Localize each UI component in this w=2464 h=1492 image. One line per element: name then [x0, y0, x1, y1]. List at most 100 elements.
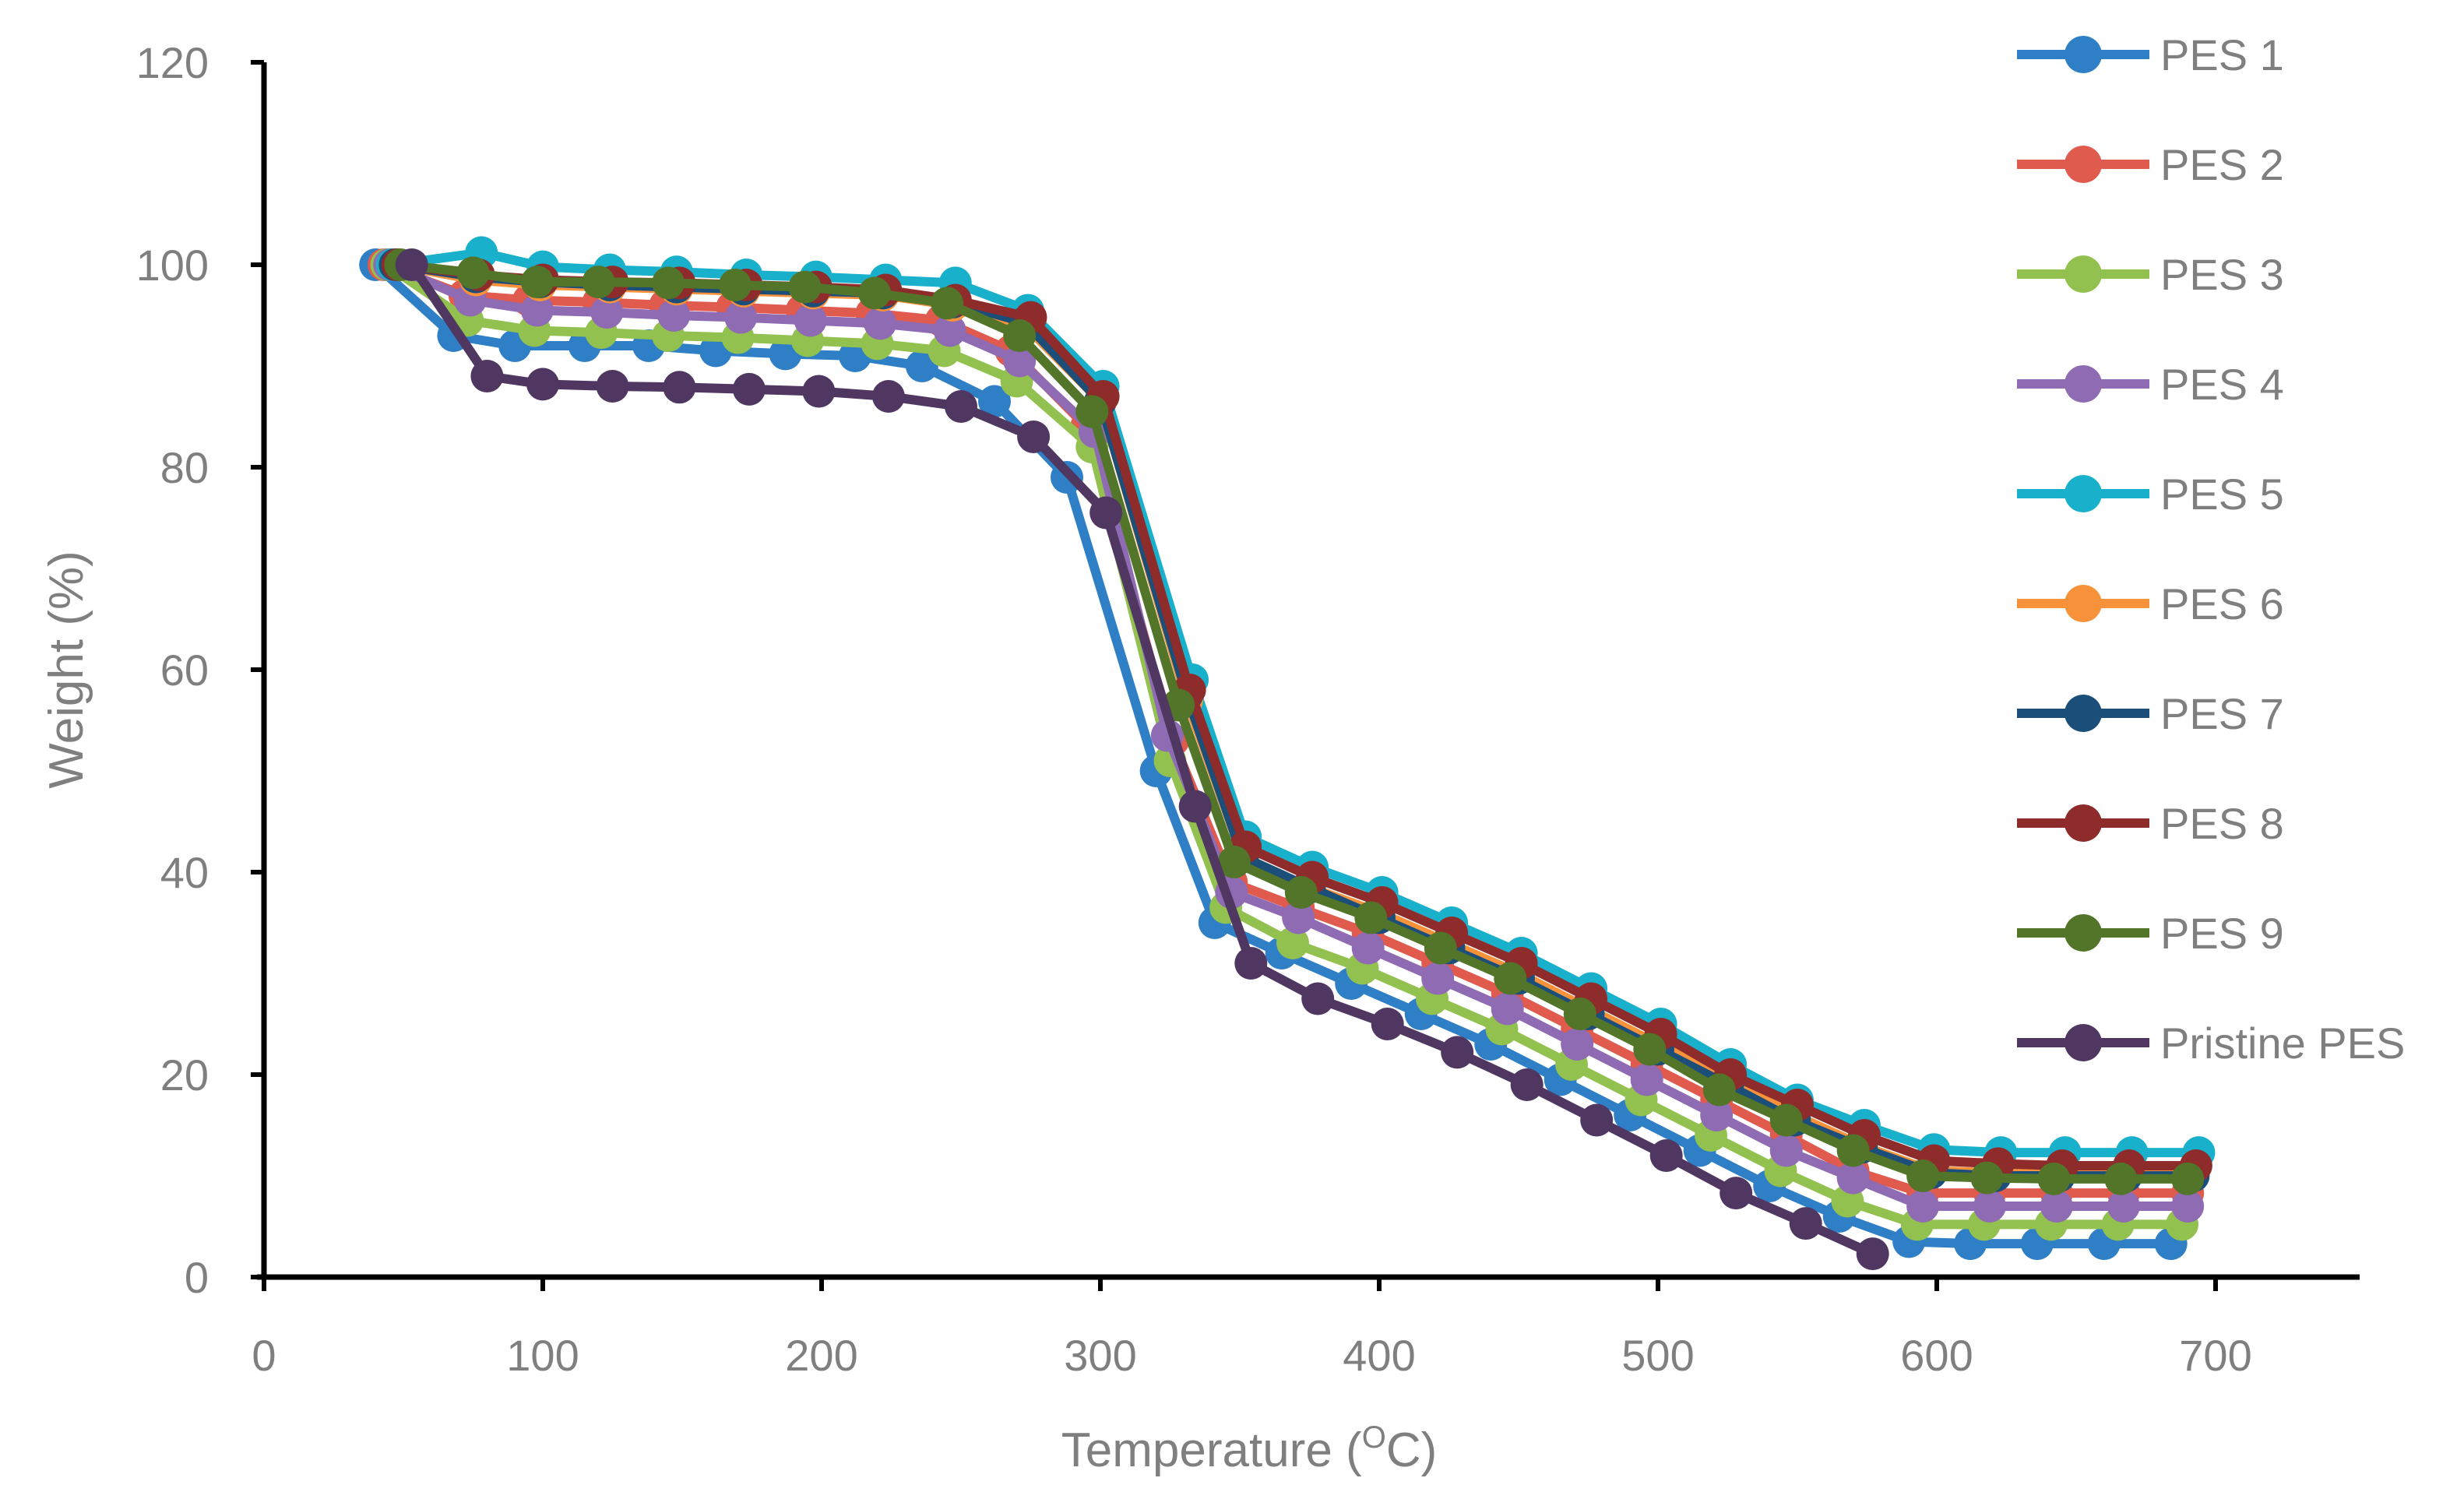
data-point — [1580, 1103, 1614, 1137]
data-point — [1421, 962, 1455, 995]
x-axis-title: Temperature (OC) — [1061, 1420, 1437, 1477]
data-point — [1836, 1134, 1870, 1167]
legend-item: PES 6 — [2017, 579, 2284, 628]
data-point — [1003, 319, 1037, 352]
data-point — [1630, 1063, 1663, 1096]
data-point — [1836, 1161, 1870, 1195]
x-tick-label: 700 — [2179, 1331, 2251, 1380]
data-point — [520, 266, 554, 299]
data-point — [1003, 344, 1037, 378]
legend-swatch-marker — [2064, 914, 2102, 952]
data-point — [1494, 962, 1527, 995]
data-point — [520, 294, 554, 327]
legend-swatch-marker — [2064, 146, 2102, 183]
data-point — [1769, 1103, 1803, 1137]
series-line — [400, 260, 2188, 1184]
data-point — [1217, 846, 1251, 878]
data-point — [1700, 1099, 1734, 1131]
data-point — [1351, 931, 1385, 965]
data-point — [945, 390, 977, 423]
series-pes-1 — [359, 248, 2188, 1261]
series-line — [382, 260, 2188, 1198]
data-point — [1424, 931, 1457, 965]
legend-swatch-marker — [2064, 36, 2102, 73]
x-tick-label: 600 — [1900, 1331, 1973, 1380]
x-tick-label: 300 — [1064, 1331, 1136, 1380]
legend-swatch-marker — [2064, 695, 2102, 732]
legend: PES 1 PES 2 PES 3 PES 4 PES 5 PES 6 PES 7 PES 8… — [2017, 30, 2405, 1068]
data-point — [1702, 1073, 1736, 1107]
data-point — [2104, 1162, 2138, 1195]
series-pes-4 — [373, 248, 2205, 1223]
data-point — [1649, 1139, 1683, 1172]
legend-item: PES 1 — [2017, 30, 2284, 79]
data-point — [1491, 992, 1524, 1026]
legend-item: PES 2 — [2017, 140, 2284, 189]
data-point — [1633, 1033, 1667, 1066]
x-axis-title-unit: C) — [1386, 1423, 1437, 1477]
data-point — [719, 269, 752, 301]
data-point — [858, 276, 891, 310]
series-pes-9 — [384, 248, 2205, 1195]
legend-label: PES 4 — [2160, 360, 2284, 409]
y-ticks: 0 20 40 60 80 100 120 — [136, 38, 264, 1302]
legend-item: PES 7 — [2017, 689, 2284, 738]
y-tick-label: 100 — [136, 241, 209, 290]
x-ticks: 0 100 200 300 400 500 600 700 — [252, 1277, 2252, 1380]
data-point — [1089, 496, 1123, 530]
legend-swatch-marker — [2064, 255, 2102, 293]
plot-series — [359, 236, 2216, 1271]
series-line — [394, 260, 2194, 1181]
data-point — [663, 371, 696, 404]
data-point — [395, 248, 428, 281]
data-point — [802, 375, 836, 408]
x-tick-label: 0 — [252, 1331, 276, 1380]
data-point — [596, 370, 629, 403]
legend-item: Pristine PES — [2017, 1019, 2405, 1068]
x-tick-label: 400 — [1343, 1331, 1415, 1380]
data-point — [1354, 901, 1388, 934]
legend-swatch-marker — [2064, 804, 2102, 842]
x-axis-title-superscript: O — [1362, 1420, 1386, 1455]
data-point — [1276, 927, 1309, 959]
series-pes-3 — [370, 248, 2198, 1241]
legend-swatch-marker — [2064, 365, 2102, 403]
series-pristine-pes — [395, 248, 1889, 1271]
y-tick-label: 80 — [160, 443, 209, 492]
legend-swatch-marker — [2064, 1024, 2102, 1061]
data-point — [2171, 1190, 2205, 1223]
data-point — [794, 304, 827, 337]
data-point — [1561, 1028, 1594, 1061]
x-tick-label: 100 — [506, 1331, 579, 1380]
data-point — [1282, 901, 1315, 934]
data-point — [2037, 1162, 2071, 1195]
data-point — [1970, 1161, 2004, 1195]
legend-label: Pristine PES — [2160, 1019, 2405, 1068]
data-point — [2107, 1190, 2140, 1223]
data-point — [1563, 998, 1596, 1030]
x-tick-label: 500 — [1621, 1331, 1694, 1380]
legend-label: PES 9 — [2160, 909, 2284, 958]
legend-item: PES 4 — [2017, 360, 2284, 409]
data-point — [1301, 982, 1335, 1015]
data-point — [2171, 1162, 2205, 1195]
data-point — [1769, 1134, 1803, 1167]
series-line — [407, 262, 1875, 1258]
y-axis-title: Weight (%) — [40, 551, 93, 789]
series-line — [387, 260, 2188, 1211]
series-pes-2 — [367, 248, 2205, 1210]
series-pes-5 — [375, 236, 2216, 1170]
data-point — [1973, 1190, 2006, 1223]
series-line — [384, 261, 2182, 1230]
data-point — [788, 270, 822, 304]
legend-label: PES 7 — [2160, 689, 2284, 738]
data-point — [526, 368, 559, 401]
data-point — [2040, 1190, 2073, 1223]
data-point — [582, 266, 615, 299]
series-line — [372, 261, 2171, 1249]
data-point — [933, 314, 966, 347]
legend-label: PES 8 — [2160, 799, 2284, 848]
series-line — [394, 260, 2194, 1178]
data-point — [1075, 395, 1109, 428]
